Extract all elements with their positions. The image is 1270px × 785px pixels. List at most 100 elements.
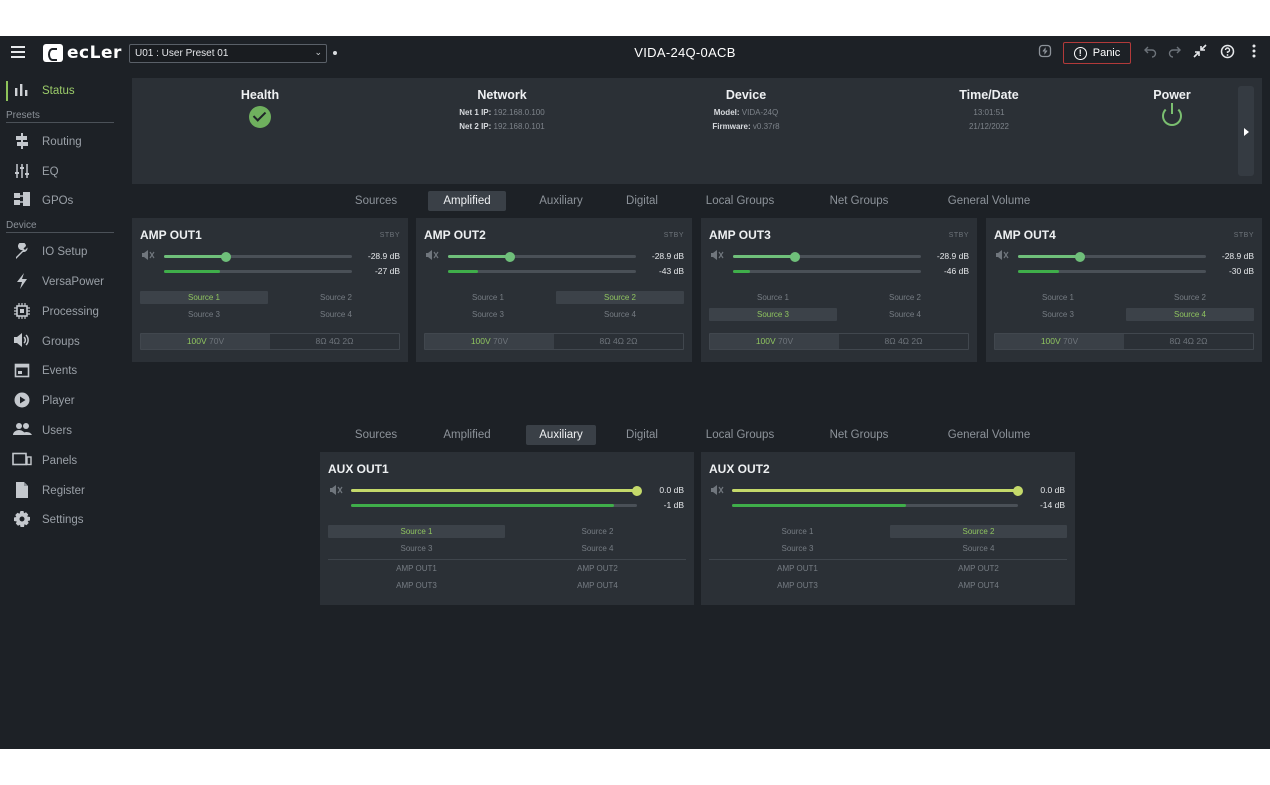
volume-knob[interactable] <box>505 251 516 262</box>
volume-slider[interactable] <box>733 251 921 262</box>
tab-amplified[interactable]: Amplified <box>428 191 506 211</box>
tab-local-groups[interactable]: Local Groups <box>705 195 775 207</box>
source-button[interactable]: Source 1 <box>1041 293 1075 302</box>
tab-digital[interactable]: Digital <box>626 429 658 441</box>
tab-auxiliary[interactable]: Auxiliary <box>526 425 596 445</box>
tab-amplified[interactable]: Amplified <box>443 429 491 441</box>
volume-slider[interactable] <box>448 251 636 262</box>
volume-slider[interactable] <box>1018 251 1206 262</box>
source-button[interactable]: Source 2 <box>581 527 614 536</box>
tab-net-groups[interactable]: Net Groups <box>829 429 889 441</box>
amp-source-button[interactable]: AMP OUT2 <box>958 564 999 573</box>
volume-slider[interactable] <box>351 485 642 496</box>
source-button[interactable]: Source 3 <box>187 310 221 319</box>
tab-sources[interactable]: Sources <box>354 429 398 441</box>
source-button[interactable]: Source 4 <box>888 310 922 319</box>
amp-source-button[interactable]: AMP OUT4 <box>577 581 618 590</box>
source-button[interactable]: Source 3 <box>709 308 837 321</box>
standby-label[interactable]: STBY <box>948 232 969 239</box>
source-button[interactable]: Source 2 <box>319 293 353 302</box>
voltage-option[interactable]: 100V 70V <box>995 334 1124 349</box>
collapse-icon[interactable] <box>1192 44 1208 62</box>
source-button[interactable]: Source 1 <box>140 291 268 304</box>
source-button[interactable]: Source 1 <box>781 527 814 536</box>
source-button[interactable]: Source 1 <box>756 293 790 302</box>
source-button[interactable]: Source 4 <box>962 544 995 553</box>
source-button[interactable]: Source 4 <box>1126 308 1254 321</box>
impedance-option[interactable]: 8Ω 4Ω 2Ω <box>1124 334 1253 349</box>
standby-label[interactable]: STBY <box>1233 232 1254 239</box>
amp-source-button[interactable]: AMP OUT3 <box>396 581 437 590</box>
panic-button[interactable]: ! Panic <box>1063 42 1131 64</box>
mute-icon[interactable] <box>141 249 155 264</box>
impedance-option[interactable]: 8Ω 4Ω 2Ω <box>554 334 683 349</box>
volume-knob[interactable] <box>790 251 801 262</box>
tab-general-volume[interactable]: General Volume <box>947 195 1031 207</box>
sidebar-item-eq[interactable]: EQ <box>0 161 124 183</box>
sidebar-item-versapower[interactable]: VersaPower <box>0 271 124 293</box>
mute-icon[interactable] <box>425 249 439 264</box>
source-button[interactable]: Source 1 <box>471 293 505 302</box>
impedance-option[interactable]: 8Ω 4Ω 2Ω <box>839 334 968 349</box>
tab-auxiliary[interactable]: Auxiliary <box>539 195 583 207</box>
mute-icon[interactable] <box>710 249 724 264</box>
sidebar-item-groups[interactable]: Groups <box>0 331 124 353</box>
sidebar-item-io-setup[interactable]: IO Setup <box>0 241 124 263</box>
source-button[interactable]: Source 2 <box>556 291 684 304</box>
volume-knob[interactable] <box>632 485 642 496</box>
sidebar-item-events[interactable]: Events <box>0 360 124 382</box>
sidebar-item-settings[interactable]: Settings <box>0 509 124 531</box>
source-button[interactable]: Source 4 <box>581 544 614 553</box>
tab-digital[interactable]: Digital <box>626 195 658 207</box>
amp-source-button[interactable]: AMP OUT4 <box>958 581 999 590</box>
volume-slider[interactable] <box>164 251 352 262</box>
amp-source-button[interactable]: AMP OUT3 <box>777 581 818 590</box>
status-expand-handle[interactable] <box>1238 86 1254 176</box>
sync-icon[interactable] <box>1037 44 1053 62</box>
mute-icon[interactable] <box>710 484 724 499</box>
sidebar-item-gpos[interactable]: GPOs <box>0 190 124 212</box>
redo-icon[interactable] <box>1167 44 1183 62</box>
undo-icon[interactable] <box>1142 44 1158 62</box>
mute-icon[interactable] <box>995 249 1009 264</box>
sidebar-item-register[interactable]: Register <box>0 480 124 502</box>
source-button[interactable]: Source 3 <box>1041 310 1075 319</box>
volume-knob[interactable] <box>1013 485 1023 496</box>
voltage-option[interactable]: 100V 70V <box>425 334 554 349</box>
preset-select[interactable]: U01 : User Preset 01 ⌄ <box>129 44 327 63</box>
tab-local-groups[interactable]: Local Groups <box>705 429 775 441</box>
source-button[interactable]: Source 3 <box>471 310 505 319</box>
impedance-option[interactable]: 8Ω 4Ω 2Ω <box>270 334 399 349</box>
amp-source-button[interactable]: AMP OUT1 <box>396 564 437 573</box>
sidebar-item-users[interactable]: Users <box>0 420 124 442</box>
sidebar-item-panels[interactable]: Panels <box>0 450 124 472</box>
source-button[interactable]: Source 4 <box>603 310 637 319</box>
standby-label[interactable]: STBY <box>379 232 400 239</box>
source-button[interactable]: Source 1 <box>328 525 505 538</box>
help-icon[interactable] <box>1219 44 1235 62</box>
source-button[interactable]: Source 2 <box>890 525 1067 538</box>
sidebar-item-processing[interactable]: Processing <box>0 301 124 323</box>
source-button[interactable]: Source 2 <box>888 293 922 302</box>
voltage-option[interactable]: 100V 70V <box>710 334 839 349</box>
amp-source-button[interactable]: AMP OUT2 <box>577 564 618 573</box>
volume-knob[interactable] <box>221 251 232 262</box>
volume-slider[interactable] <box>732 485 1023 496</box>
source-button[interactable]: Source 3 <box>781 544 814 553</box>
mute-icon[interactable] <box>329 484 343 499</box>
volume-knob[interactable] <box>1075 251 1086 262</box>
voltage-option[interactable]: 100V 70V <box>141 334 270 349</box>
source-button[interactable]: Source 3 <box>400 544 433 553</box>
standby-label[interactable]: STBY <box>663 232 684 239</box>
source-button[interactable]: Source 2 <box>1173 293 1207 302</box>
sidebar-item-routing[interactable]: Routing <box>0 131 124 153</box>
amp-source-button[interactable]: AMP OUT1 <box>777 564 818 573</box>
tab-net-groups[interactable]: Net Groups <box>829 195 889 207</box>
power-icon[interactable] <box>1162 103 1182 126</box>
tab-general-volume[interactable]: General Volume <box>947 429 1031 441</box>
more-vertical-icon[interactable] <box>1247 44 1261 62</box>
sidebar-item-status[interactable]: Status <box>0 80 124 102</box>
sidebar-item-player[interactable]: Player <box>0 390 124 412</box>
tab-sources[interactable]: Sources <box>354 195 398 207</box>
menu-icon[interactable] <box>11 46 25 58</box>
